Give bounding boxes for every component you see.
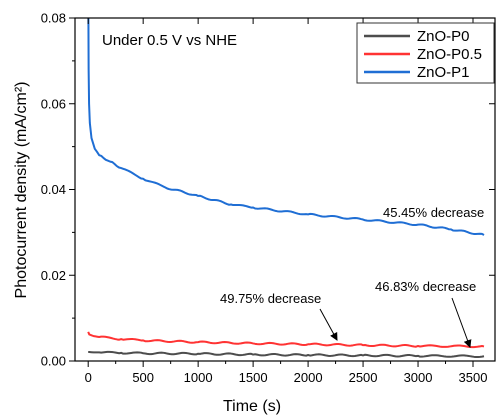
y-tick-label: 0.04 [41, 182, 66, 197]
legend: ZnO-P0 ZnO-P0.5 ZnO-P1 [356, 22, 495, 84]
condition-label: Under 0.5 V vs NHE [102, 32, 237, 49]
x-tick-label: 2500 [349, 370, 378, 385]
x-axis-title: Time (s) [223, 398, 281, 415]
series-line-zno-p0-5 [87, 331, 485, 349]
annotation-p0-5-decrease: 49.75% decrease [220, 291, 321, 306]
y-axis-title: Photocurrent density (mA/cm²) [13, 82, 30, 299]
x-tick-label: 3000 [404, 370, 433, 385]
x-tick-label: 1000 [184, 370, 213, 385]
x-tick-label: 3500 [459, 370, 488, 385]
y-tick-label: 0.00 [41, 354, 66, 369]
x-tick-label: 500 [132, 370, 154, 385]
annotation-arrow-p0-5 [319, 308, 338, 341]
annotation-p0-decrease: 46.83% decrease [375, 279, 476, 294]
x-tick-label: 2000 [294, 370, 323, 385]
x-tick-label: 1500 [239, 370, 268, 385]
y-tick-label: 0.02 [41, 268, 66, 283]
y-tick-label: 0.06 [41, 96, 66, 111]
legend-label-zno-p0: ZnO-P0 [417, 28, 470, 45]
annotation-p1-decrease: 45.45% decrease [383, 205, 484, 220]
annotation-arrow-p0 [451, 297, 472, 348]
series-line-zno-p1 [87, 18, 485, 236]
x-tick-label: 0 [85, 370, 92, 385]
legend-label-zno-p1: ZnO-P1 [417, 64, 470, 81]
series-line-zno-p0 [88, 350, 485, 358]
y-tick-label: 0.08 [41, 11, 66, 26]
legend-label-zno-p0-5: ZnO-P0.5 [417, 46, 482, 63]
